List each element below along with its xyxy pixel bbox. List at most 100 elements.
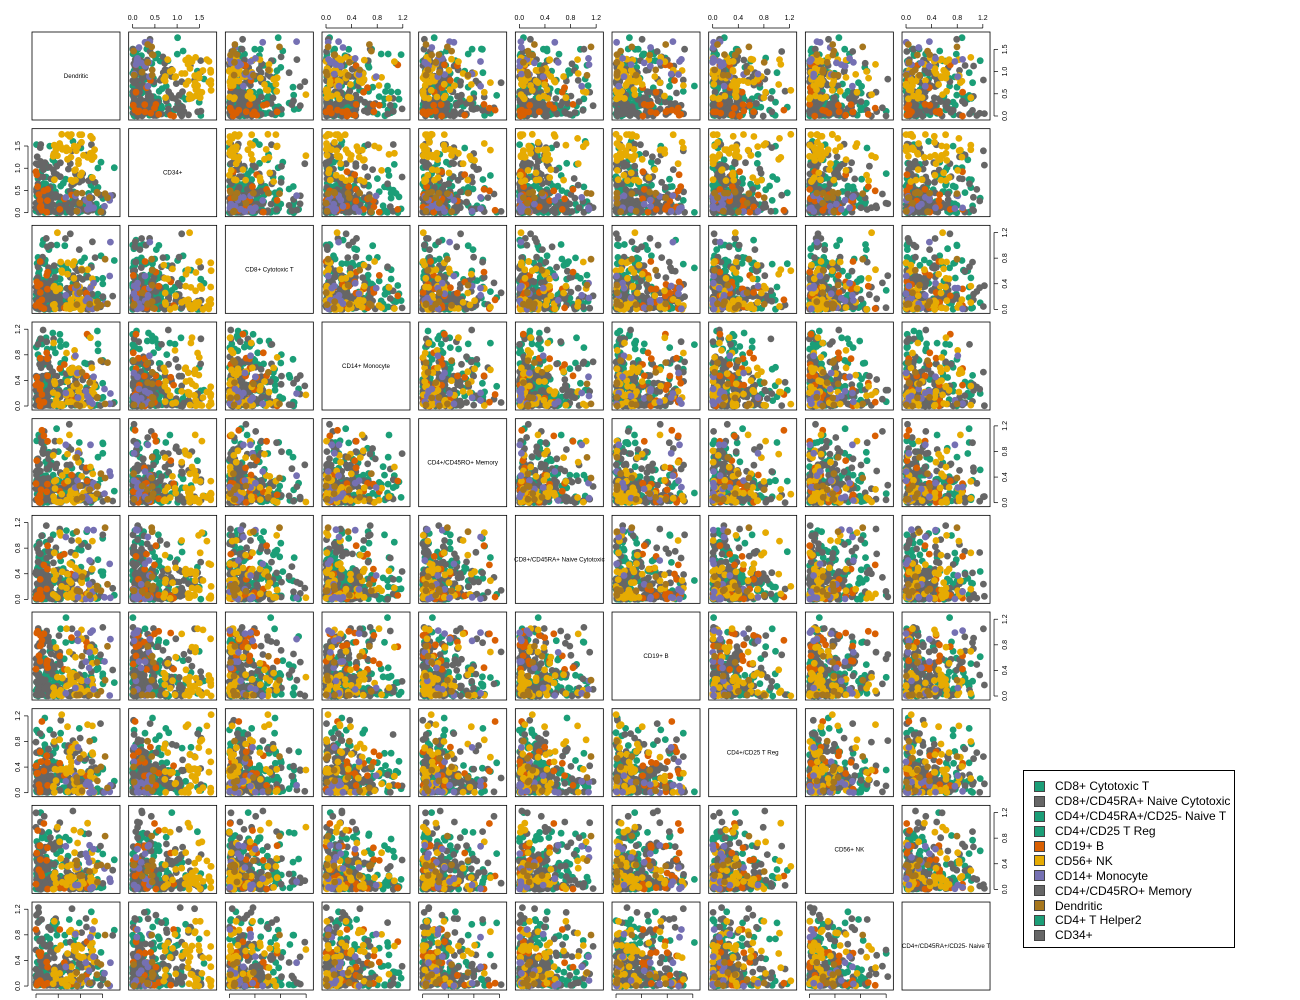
data-point xyxy=(868,91,875,98)
data-point xyxy=(936,48,943,55)
data-point xyxy=(655,97,662,104)
data-point xyxy=(769,197,776,204)
data-point xyxy=(172,105,179,112)
data-point xyxy=(43,209,50,216)
data-point xyxy=(681,46,688,53)
data-point xyxy=(730,170,737,177)
data-point xyxy=(762,204,769,211)
data-point xyxy=(265,131,272,138)
data-point xyxy=(924,48,931,55)
data-point xyxy=(769,173,776,180)
data-point xyxy=(755,71,762,78)
data-point xyxy=(668,208,675,215)
panel-1-5 xyxy=(515,129,603,217)
data-point xyxy=(144,59,151,66)
data-point xyxy=(556,51,563,58)
data-point xyxy=(477,83,484,90)
data-point xyxy=(346,59,353,66)
data-point xyxy=(675,105,682,112)
data-point xyxy=(423,159,430,166)
data-point xyxy=(628,170,635,177)
data-point xyxy=(720,72,727,79)
data-point xyxy=(774,69,781,76)
panel-0-9 xyxy=(902,32,990,120)
data-point xyxy=(52,194,59,201)
data-point xyxy=(778,48,785,55)
data-point xyxy=(438,101,445,108)
data-point xyxy=(84,154,91,161)
data-point xyxy=(550,187,557,194)
data-point xyxy=(732,152,739,159)
data-point xyxy=(453,102,460,109)
data-point xyxy=(541,81,548,88)
data-point xyxy=(159,85,166,92)
data-point xyxy=(633,72,640,79)
data-point xyxy=(139,69,146,76)
data-point xyxy=(746,209,753,216)
data-point xyxy=(842,112,849,119)
data-point xyxy=(879,104,886,111)
data-point xyxy=(336,83,343,90)
data-point xyxy=(347,156,354,163)
data-point xyxy=(756,166,763,173)
data-point xyxy=(529,52,536,59)
data-point xyxy=(286,202,293,209)
data-point xyxy=(762,89,769,96)
data-point xyxy=(432,59,439,66)
data-point xyxy=(64,156,71,163)
data-point xyxy=(399,174,406,181)
data-point xyxy=(811,113,818,120)
data-point xyxy=(918,60,925,67)
data-point xyxy=(713,109,720,116)
data-point xyxy=(376,102,383,109)
data-point xyxy=(303,152,310,159)
data-point xyxy=(297,102,304,109)
data-point xyxy=(903,72,910,79)
data-point xyxy=(518,178,525,185)
data-point xyxy=(145,93,152,100)
data-point xyxy=(303,91,310,98)
data-point xyxy=(970,63,977,70)
panel-0-8 xyxy=(805,32,893,120)
data-point xyxy=(378,51,385,58)
data-point xyxy=(366,41,373,48)
data-point xyxy=(331,189,338,196)
data-point xyxy=(345,183,352,190)
data-point xyxy=(63,147,70,154)
data-point xyxy=(641,201,648,208)
data-point xyxy=(525,109,532,116)
data-point xyxy=(399,106,406,113)
data-point xyxy=(150,52,157,59)
data-point xyxy=(293,38,300,45)
panel-1-4 xyxy=(419,129,507,217)
data-point xyxy=(850,59,857,66)
data-point xyxy=(849,83,856,90)
data-point xyxy=(441,131,448,138)
data-point xyxy=(179,88,186,95)
data-point xyxy=(572,195,579,202)
data-point xyxy=(755,208,762,215)
data-point xyxy=(846,95,853,102)
data-point xyxy=(94,189,101,196)
data-point xyxy=(278,54,285,61)
data-point xyxy=(180,48,187,55)
data-point xyxy=(619,55,626,62)
data-point xyxy=(632,91,639,98)
data-point xyxy=(540,73,547,80)
data-point xyxy=(572,109,579,116)
data-point xyxy=(431,34,438,41)
data-point xyxy=(527,82,534,89)
data-point xyxy=(78,131,85,138)
data-point xyxy=(191,82,198,89)
data-point xyxy=(465,72,472,79)
data-point xyxy=(666,83,673,90)
data-point xyxy=(74,208,81,215)
data-point xyxy=(646,52,653,59)
data-point xyxy=(614,72,621,79)
data-point xyxy=(520,59,527,66)
data-point xyxy=(344,113,351,120)
data-point xyxy=(618,143,625,150)
data-point xyxy=(813,51,820,58)
data-point xyxy=(359,147,366,154)
data-point xyxy=(365,141,372,148)
